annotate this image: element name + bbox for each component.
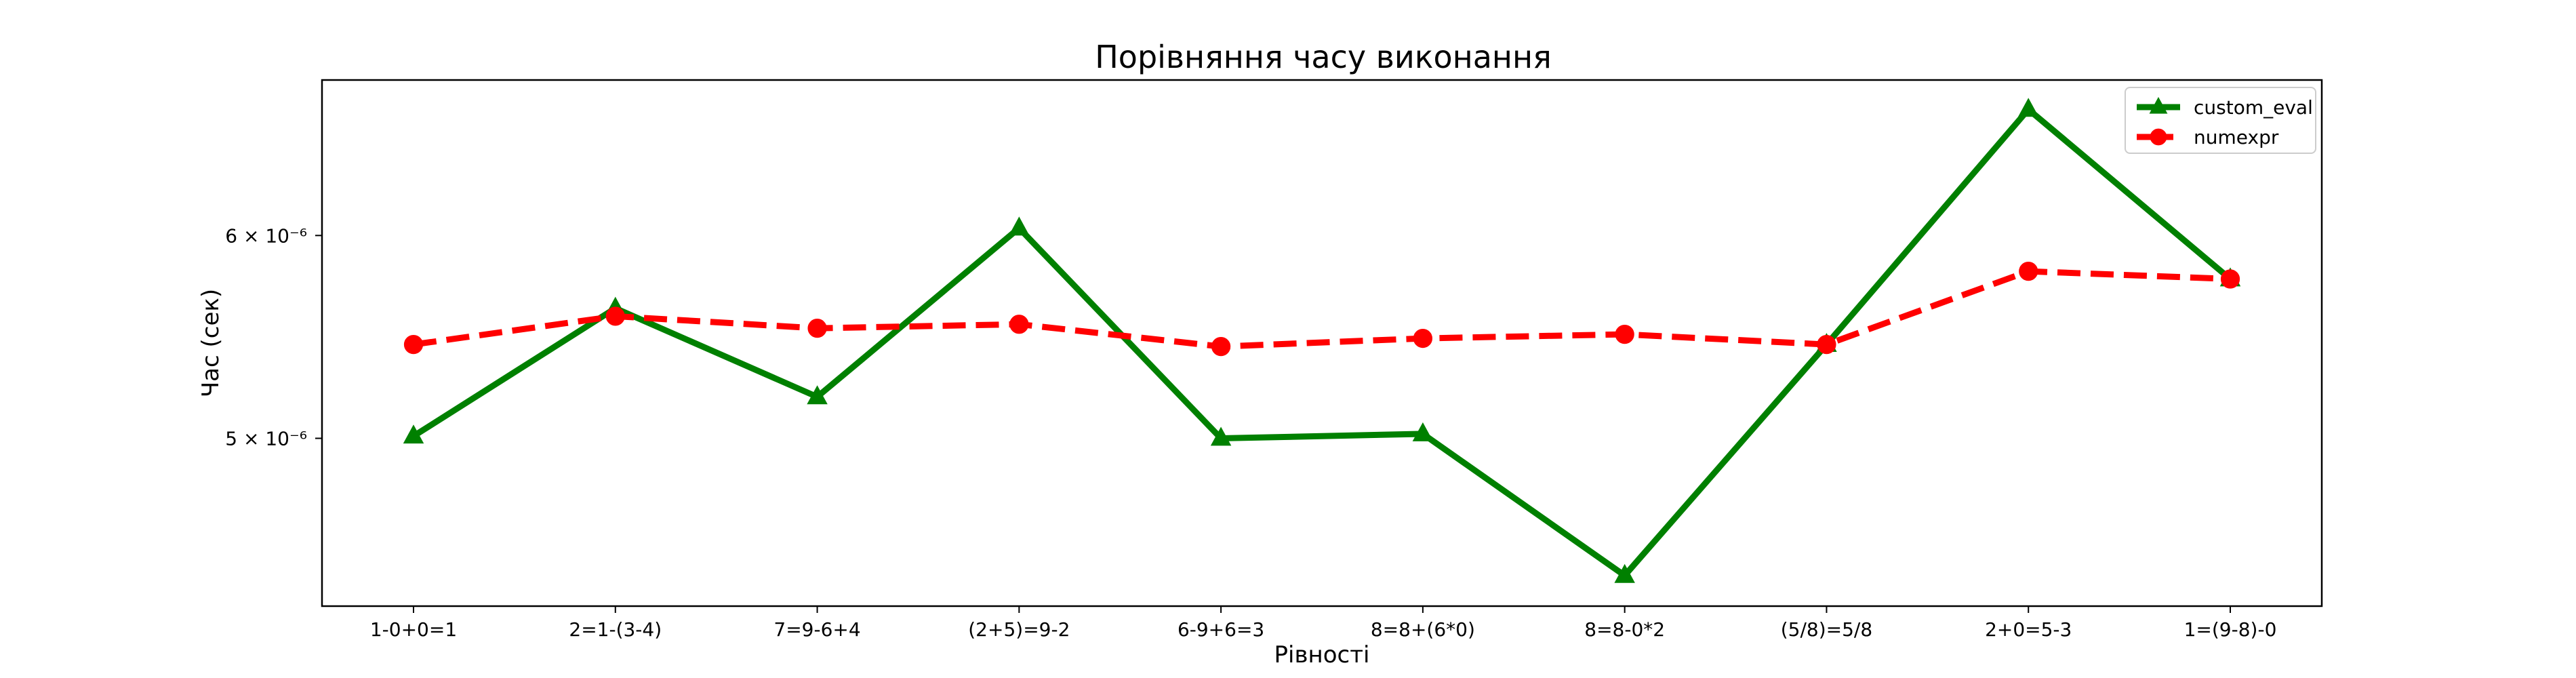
legend-marker-custom_eval xyxy=(2149,96,2168,114)
data-point-custom_eval xyxy=(1009,216,1030,236)
data-point-custom_eval xyxy=(1412,422,1434,441)
x-tick-label: 2=1-(3-4) xyxy=(569,618,662,641)
data-point-numexpr xyxy=(1817,335,1836,355)
x-tick-label: 8=8+(6*0) xyxy=(1371,618,1475,641)
x-tick-label: 7=9-6+4 xyxy=(773,618,860,641)
series-line-custom_eval xyxy=(411,105,2232,580)
data-point-numexpr xyxy=(1615,325,1634,344)
series-line-numexpr xyxy=(413,268,2231,350)
plot-frame xyxy=(321,79,2323,607)
data-point-numexpr xyxy=(1009,315,1029,334)
legend-item-custom_eval: custom_eval xyxy=(2137,96,2313,119)
x-axis-label: Рівності xyxy=(1274,641,1370,669)
x-tick-label: 6-9+6=3 xyxy=(1178,618,1264,641)
x-tick-label: 8=8-0*2 xyxy=(1584,618,1665,641)
chart-title: Порівняння часу виконання xyxy=(1095,39,1552,75)
series-numexpr xyxy=(403,262,2240,357)
legend-item-numexpr: numexpr xyxy=(2137,126,2279,148)
x-tick-label: (5/8)=5/8 xyxy=(1781,618,1872,641)
y-tick-label: 6 × 10⁻⁶ xyxy=(225,224,307,247)
x-tick-label: 1-0+0=1 xyxy=(370,618,457,641)
data-point-custom_eval xyxy=(1614,563,1635,583)
series-layer xyxy=(403,98,2241,583)
x-tick-label: (2+5)=9-2 xyxy=(968,618,1070,641)
y-axis: 5 × 10⁻⁶ 6 × 10⁻⁶ xyxy=(225,224,322,450)
data-point-numexpr xyxy=(2220,269,2240,289)
x-tick-label: 2+0=5-3 xyxy=(1985,618,2072,641)
data-point-numexpr xyxy=(807,319,827,338)
plot-area: 5 × 10⁻⁶ 6 × 10⁻⁶ 1-0+0=1 2=1-(3-4) 7=9-6+4… xyxy=(225,79,2323,641)
legend-label-custom_eval: custom_eval xyxy=(2194,96,2313,119)
x-tick-label: 1=(9-8)-0 xyxy=(2184,618,2277,641)
data-point-numexpr xyxy=(1413,328,1432,348)
y-tick-label: 5 × 10⁻⁶ xyxy=(225,428,307,450)
data-point-custom_eval xyxy=(403,424,424,444)
x-axis: 1-0+0=1 2=1-(3-4) 7=9-6+4 (2+5)=9-2 6-9+6=3 8… xyxy=(370,606,2277,641)
data-point-numexpr xyxy=(403,335,424,355)
data-point-numexpr xyxy=(2019,262,2038,281)
data-point-custom_eval xyxy=(807,385,828,405)
data-point-custom_eval xyxy=(2017,98,2039,117)
data-point-numexpr xyxy=(605,306,625,326)
y-axis-label: Час (сек) xyxy=(197,289,224,397)
data-point-custom_eval xyxy=(1210,426,1232,446)
data-point-numexpr xyxy=(1211,337,1231,357)
legend-marker-numexpr xyxy=(2150,128,2167,146)
legend-label-numexpr: numexpr xyxy=(2194,126,2279,148)
